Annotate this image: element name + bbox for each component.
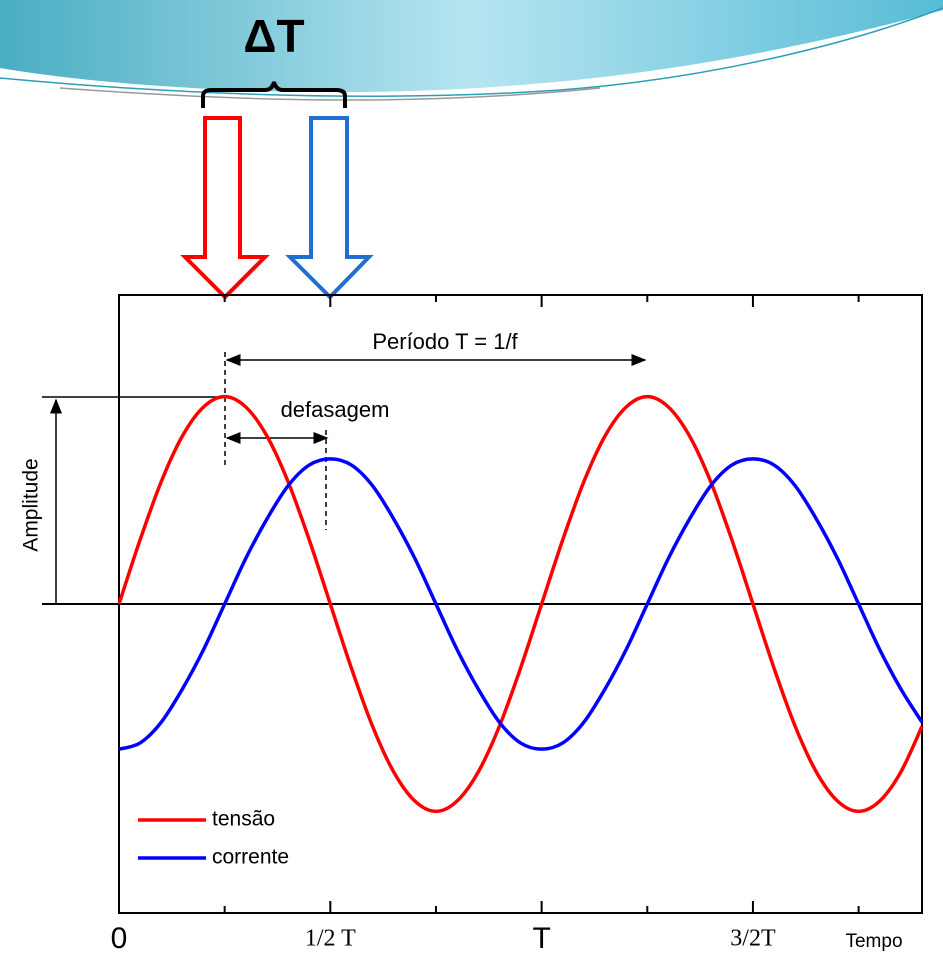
phase-label: defasagem [281,397,390,422]
x-axis-label: Tempo [845,931,902,952]
x-tick-label: 0 [111,922,128,955]
legend-label: tensão [212,808,275,831]
x-tick-label: T [532,922,550,955]
page: {"chart_data": {"type": "line", "title":… [0,0,943,960]
x-tick-label: 1/2 T [305,926,356,952]
voltage-arrow [185,118,265,297]
header-swoosh [0,0,943,92]
y-axis-label: Amplitude [20,458,43,551]
x-tick-label: 3/2T [730,926,776,952]
legend-label: corrente [212,846,289,869]
period-label: Período T = 1/f [372,329,518,354]
chart: ΔT Amplitude Período T = 1/f defasagem T… [0,0,943,960]
delta-t: ΔT [243,10,304,62]
current-arrow [290,118,369,297]
